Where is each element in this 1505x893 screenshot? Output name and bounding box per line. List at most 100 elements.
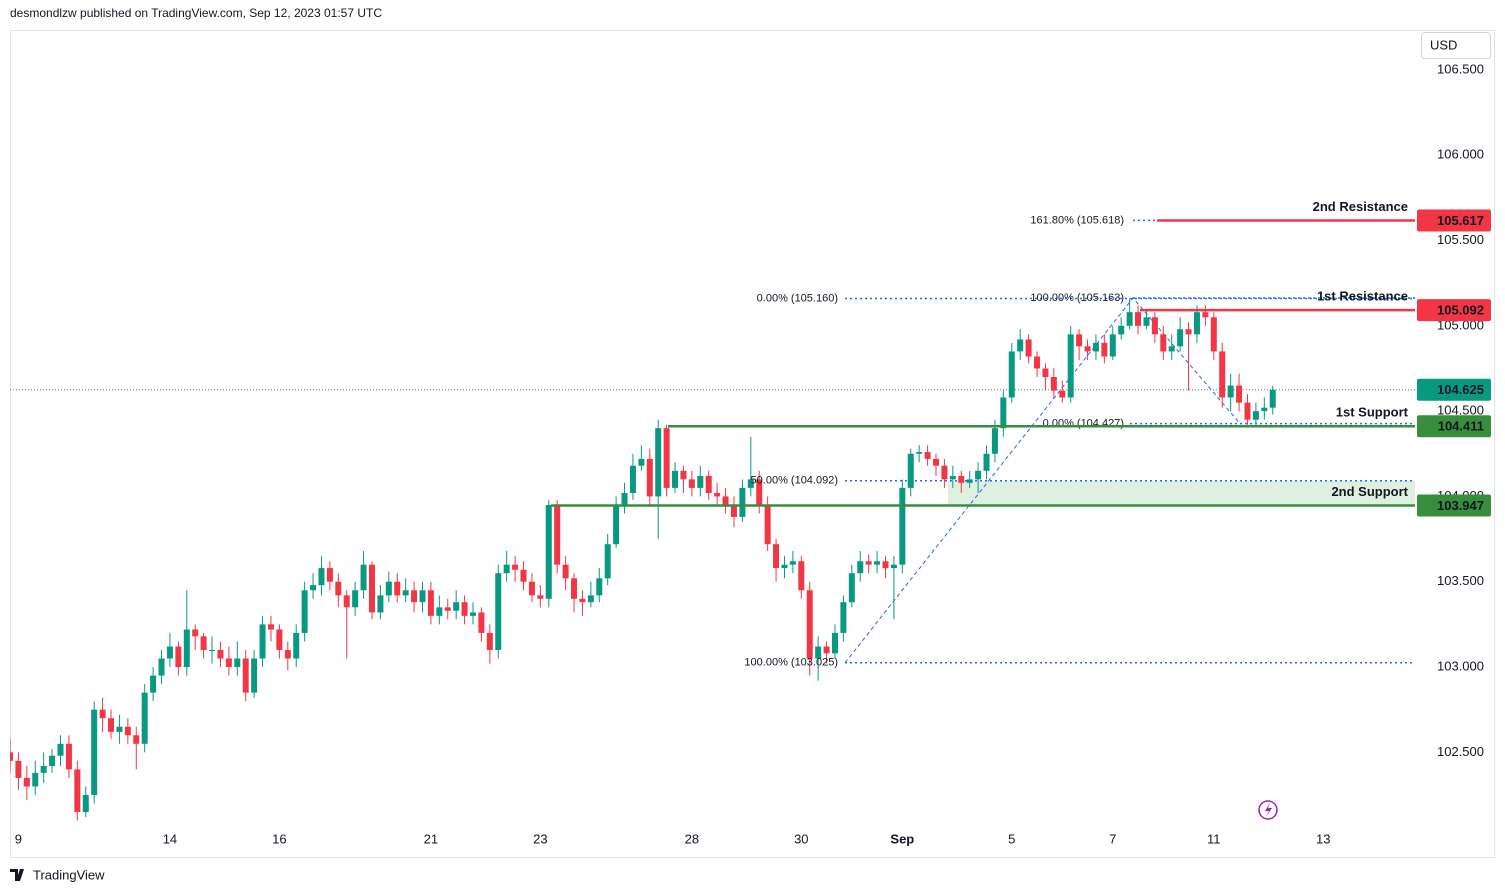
candle-body bbox=[983, 453, 990, 471]
x-tick-label: 14 bbox=[163, 831, 177, 846]
candle-body bbox=[1135, 312, 1142, 326]
candle-body bbox=[629, 465, 636, 494]
candle-body bbox=[933, 458, 940, 466]
candle-body bbox=[1193, 312, 1200, 335]
candle-body bbox=[991, 428, 998, 454]
candle-body bbox=[40, 765, 47, 773]
level-label: 105.617 bbox=[1437, 213, 1484, 228]
candle-body bbox=[326, 568, 333, 582]
y-tick-label: 106.000 bbox=[1437, 147, 1484, 162]
candle-body bbox=[949, 475, 956, 480]
candle-body bbox=[503, 564, 510, 574]
candle-body bbox=[99, 709, 106, 719]
candle-body bbox=[789, 561, 796, 565]
candle-body bbox=[1084, 346, 1091, 352]
fib-trend bbox=[844, 297, 1241, 664]
candle-body bbox=[688, 479, 695, 488]
candle-body bbox=[335, 581, 342, 596]
candle-body bbox=[242, 658, 249, 693]
candle-body bbox=[680, 470, 687, 480]
candle-body bbox=[461, 602, 468, 616]
candle-body bbox=[604, 544, 611, 579]
candle-body bbox=[1236, 385, 1243, 403]
candle-body bbox=[108, 718, 115, 732]
candle-body bbox=[141, 692, 148, 744]
alert-icon[interactable] bbox=[1258, 800, 1278, 820]
candle-body bbox=[82, 794, 89, 813]
candle-body bbox=[857, 561, 864, 574]
level-name: 2nd Support bbox=[1331, 484, 1408, 499]
candle-body bbox=[1261, 407, 1268, 412]
candle-body bbox=[444, 607, 451, 611]
candle-body bbox=[1185, 329, 1192, 335]
candle-body bbox=[377, 595, 384, 613]
candle-body bbox=[352, 590, 359, 608]
candle-body bbox=[1210, 317, 1217, 352]
candle-body bbox=[166, 646, 173, 659]
candle-body bbox=[916, 452, 923, 454]
candle-body bbox=[579, 598, 586, 603]
candle-body bbox=[646, 458, 653, 497]
candle-body bbox=[587, 595, 594, 603]
candle-body bbox=[848, 573, 855, 603]
x-tick-label: 7 bbox=[1109, 831, 1116, 846]
candle-body bbox=[276, 629, 283, 650]
candle-body bbox=[284, 649, 291, 659]
candle-body bbox=[453, 602, 460, 611]
candle-body bbox=[1101, 342, 1108, 357]
x-tick-label: 11 bbox=[1207, 831, 1221, 846]
candle-body bbox=[554, 504, 561, 565]
candle-body bbox=[360, 564, 367, 591]
candle-body bbox=[1202, 312, 1209, 318]
candle-body bbox=[562, 564, 569, 579]
candle-body bbox=[124, 726, 131, 736]
support-zone bbox=[948, 480, 1415, 506]
candle-body bbox=[781, 564, 788, 569]
candle-body bbox=[730, 504, 737, 517]
candle-body bbox=[520, 569, 527, 582]
candle-body bbox=[613, 504, 620, 545]
level-label: 105.092 bbox=[1437, 303, 1484, 318]
candle-body bbox=[537, 595, 544, 599]
fib-label: 100.00% (103.025) bbox=[744, 657, 838, 669]
candle-body bbox=[1008, 351, 1015, 398]
candle-body bbox=[663, 428, 670, 488]
candle-body bbox=[1109, 334, 1116, 357]
candle-body bbox=[722, 496, 729, 505]
x-tick-label: 30 bbox=[794, 831, 808, 846]
candle-body bbox=[621, 493, 628, 505]
candle-body bbox=[1042, 368, 1049, 378]
currency: USD bbox=[1430, 37, 1457, 52]
candle-body bbox=[217, 649, 224, 659]
level-label-box bbox=[1417, 299, 1491, 322]
candle-body bbox=[815, 646, 822, 659]
candle-body bbox=[318, 568, 325, 586]
candle-body bbox=[899, 487, 906, 565]
level-label-box bbox=[1417, 209, 1491, 232]
candle-body bbox=[975, 470, 982, 480]
candle-body bbox=[882, 561, 889, 569]
candle-body bbox=[478, 612, 485, 633]
candle-body bbox=[1227, 385, 1234, 398]
candle-body bbox=[1017, 339, 1024, 352]
candle-body bbox=[65, 743, 72, 770]
level-label-box bbox=[1417, 494, 1491, 517]
candle-body bbox=[798, 561, 805, 591]
candle-body bbox=[293, 632, 300, 659]
candle-body bbox=[1143, 317, 1150, 326]
candle-body bbox=[436, 607, 443, 616]
x-tick-label: 9 bbox=[15, 831, 22, 846]
candle-body bbox=[890, 564, 897, 569]
candle-body bbox=[1067, 334, 1074, 398]
level-label: 104.411 bbox=[1438, 419, 1484, 434]
candle-body bbox=[806, 590, 813, 659]
candle-body bbox=[23, 777, 30, 787]
candle-body bbox=[192, 629, 199, 637]
plot bbox=[10, 219, 1415, 821]
candle-body bbox=[486, 632, 493, 650]
brand-logo bbox=[10, 869, 24, 881]
candle-body bbox=[427, 590, 434, 616]
x-tick-label: 21 bbox=[424, 831, 438, 846]
candle-body bbox=[638, 458, 645, 466]
